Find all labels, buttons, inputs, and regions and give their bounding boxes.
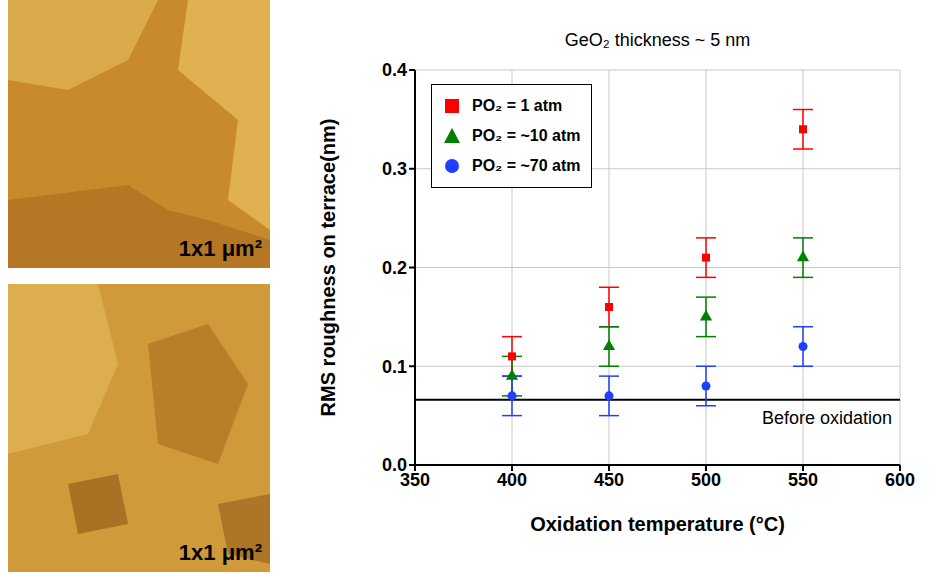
- svg-text:500: 500: [691, 470, 721, 490]
- svg-text:400: 400: [497, 470, 527, 490]
- svg-text:600: 600: [885, 470, 915, 490]
- html-text:1x1 μm²: 1x1 μm²: [178, 236, 262, 261]
- html-text:PO₂ = ~70 atm: PO₂ = ~70 atm: [472, 157, 581, 174]
- html-text:PO₂ = ~10 atm: PO₂ = ~10 atm: [472, 127, 581, 144]
- svg-text:0.1: 0.1: [382, 357, 407, 377]
- svg-text:0.0: 0.0: [382, 455, 407, 475]
- html-text:GeO₂ thickness ~ 5 nm: GeO₂ thickness ~ 5 nm: [564, 30, 751, 50]
- svg-text:350: 350: [400, 469, 430, 490]
- html-text:1x1 μm²: 1x1 μm²: [178, 540, 262, 565]
- html-text:PO₂ = 1 atm: PO₂ = 1 atm: [472, 97, 563, 114]
- svg-text:0.3: 0.3: [382, 159, 407, 179]
- svg-text:0.4: 0.4: [382, 60, 407, 80]
- svg-text:Oxidation temperature (°C): Oxidation temperature (°C): [530, 513, 785, 535]
- svg-text:0.2: 0.2: [382, 258, 407, 278]
- svg-text:550: 550: [788, 470, 818, 490]
- svg-text:Before oxidation: Before oxidation: [762, 408, 892, 428]
- svg-text:RMS roughness on terrace(nm): RMS roughness on terrace(nm): [317, 119, 339, 417]
- svg-text:450: 450: [594, 470, 624, 490]
